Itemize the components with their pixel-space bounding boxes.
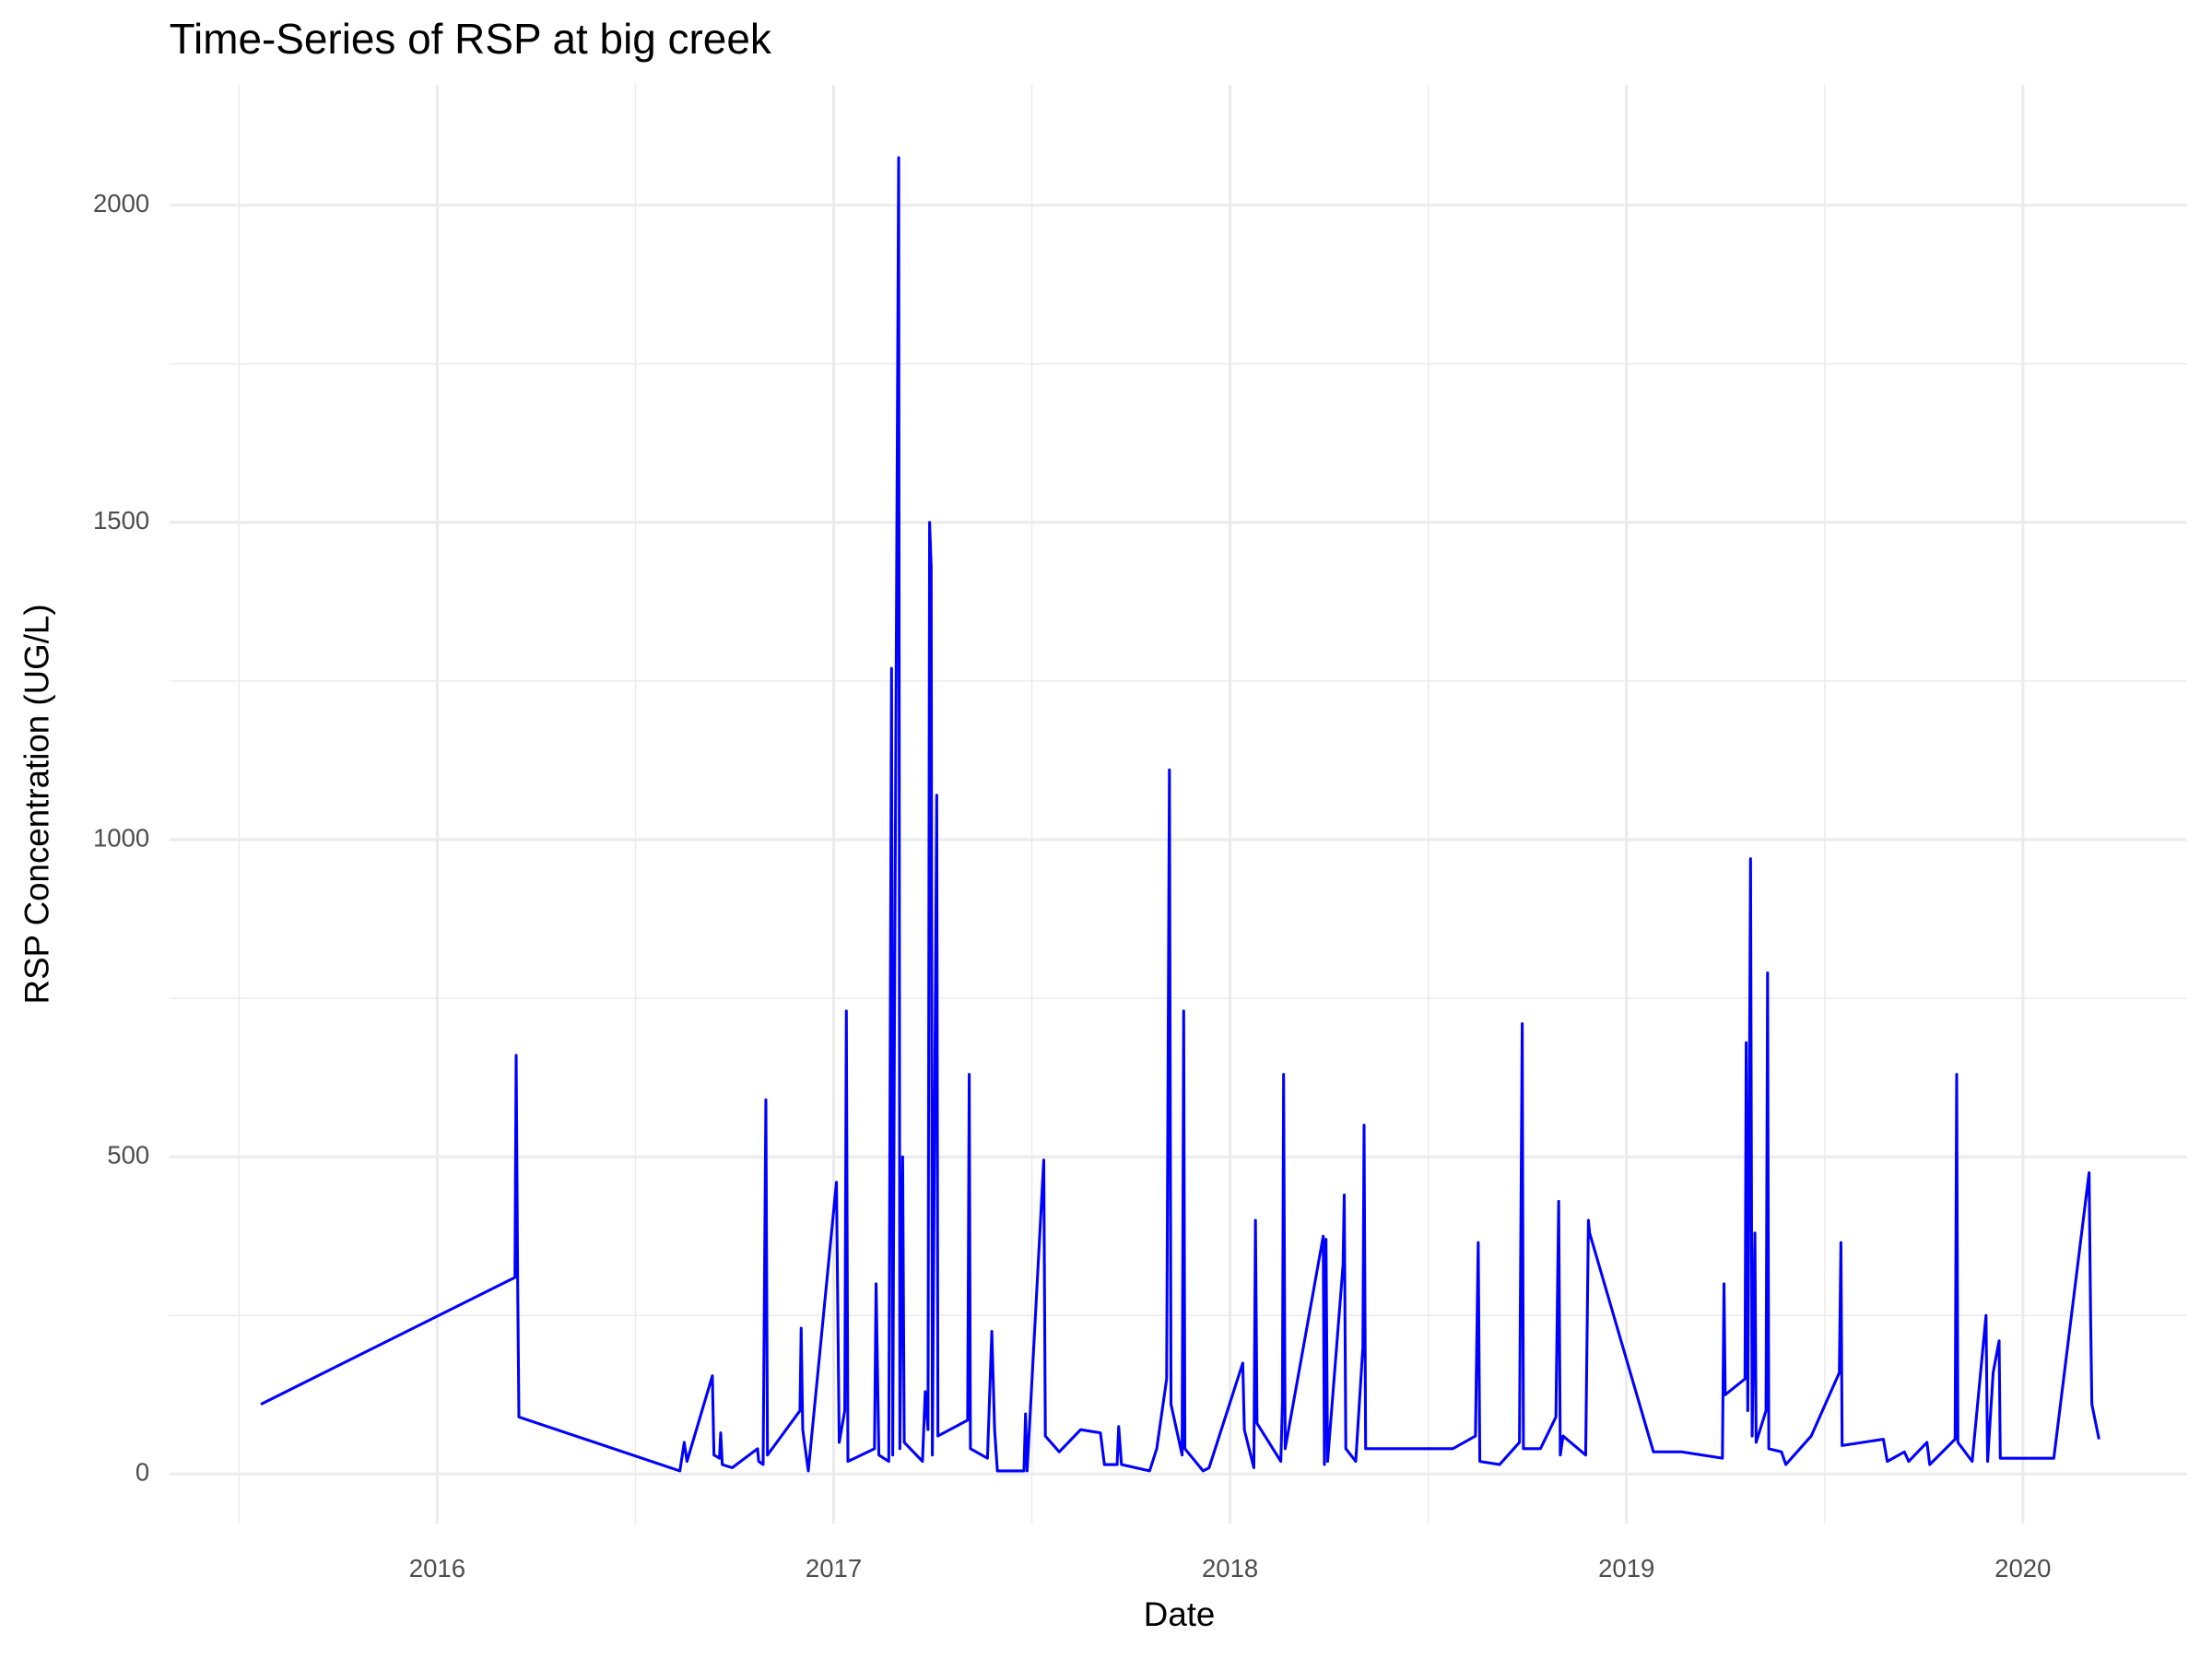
y-tick-label: 500 <box>107 1140 149 1169</box>
y-tick-label: 1500 <box>93 506 149 535</box>
y-tick-label: 1000 <box>93 823 149 852</box>
x-tick-label: 2020 <box>1994 1554 2051 1583</box>
data-line <box>260 156 2100 1473</box>
x-tick-label: 2016 <box>409 1554 465 1583</box>
y-axis-label: RSP Concentration (UG/L) <box>18 604 56 1004</box>
y-tick-label: 0 <box>135 1458 149 1487</box>
x-tick-label: 2018 <box>1202 1554 1258 1583</box>
x-axis-label: Date <box>1144 1595 1216 1633</box>
chart-title: Time-Series of RSP at big creek <box>170 15 772 63</box>
x-tick-label: 2019 <box>1598 1554 1654 1583</box>
y-tick-label: 2000 <box>93 189 149 218</box>
x-tick-label: 2017 <box>806 1554 862 1583</box>
